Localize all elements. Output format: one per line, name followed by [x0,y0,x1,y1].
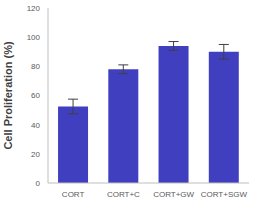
svg-text:100: 100 [27,33,41,42]
svg-text:20: 20 [31,150,40,159]
svg-text:CORT+SGW: CORT+SGW [201,190,247,199]
svg-text:Cell Proliferation (%): Cell Proliferation (%) [8,41,14,150]
svg-text:0: 0 [36,179,41,188]
svg-text:CORT: CORT [62,190,85,199]
svg-text:80: 80 [31,62,40,71]
svg-text:CORT+GW: CORT+GW [153,190,194,199]
svg-text:120: 120 [27,4,41,13]
svg-text:CORT+C: CORT+C [107,190,140,199]
svg-text:40: 40 [31,121,40,130]
svg-text:60: 60 [31,91,40,100]
